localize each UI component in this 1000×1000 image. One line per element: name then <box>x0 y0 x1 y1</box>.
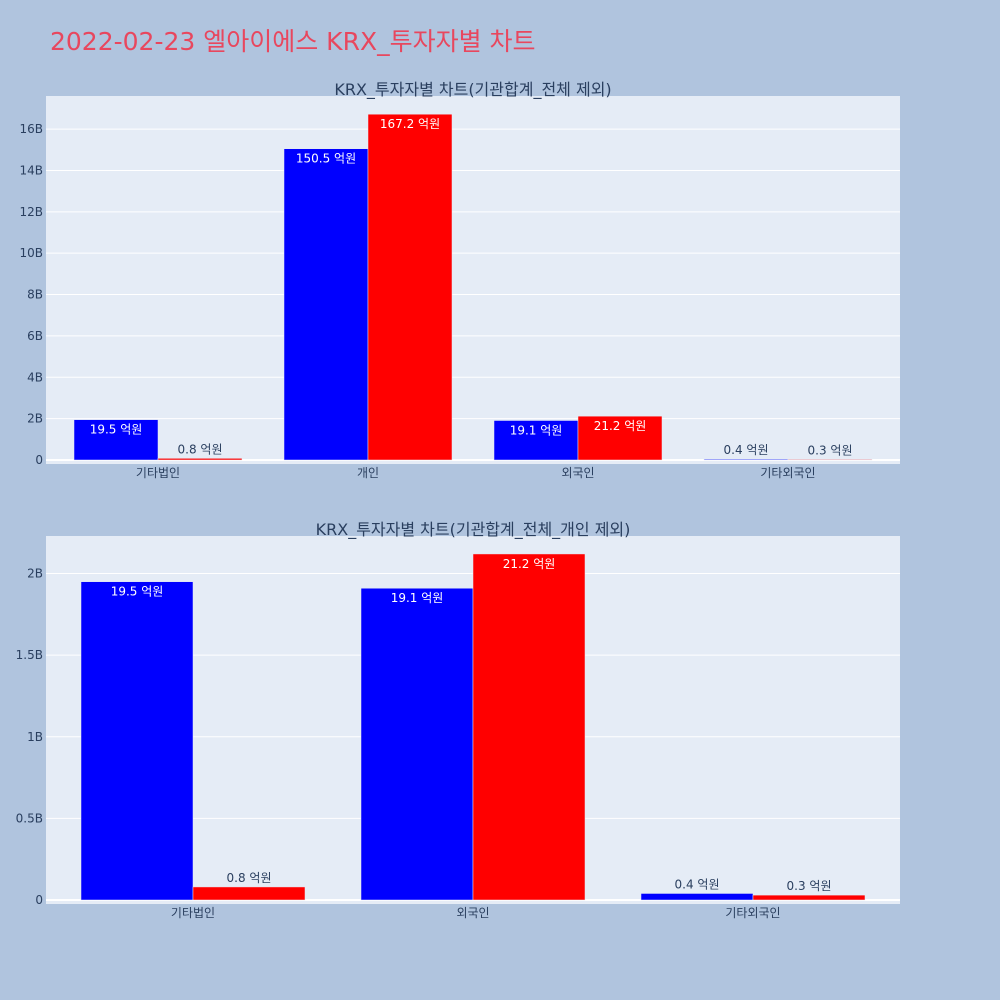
chart-top-ytick-label: 10B <box>19 246 43 260</box>
chart-top-ytick-label: 4B <box>27 370 43 384</box>
chart-bottom-bar <box>192 886 306 901</box>
chart-top-ytick-label: 8B <box>27 288 43 302</box>
chart-bottom-data-label: 19.1 억원 <box>391 591 444 605</box>
chart-top-ytick-label: 16B <box>19 122 43 136</box>
chart-bottom-bar <box>752 894 866 901</box>
chart-bottom-data-label: 0.3 억원 <box>787 879 832 893</box>
chart-bottom-data-label: 0.4 억원 <box>675 877 720 891</box>
chart-top-bar <box>703 458 789 461</box>
chart-bottom-title: KRX_투자자별 차트(기관합계_전체_개인 제외) <box>316 520 631 540</box>
chart-top-ytick-label: 6B <box>27 329 43 343</box>
chart-top-bar <box>577 415 663 461</box>
chart-bottom-bar <box>472 553 586 901</box>
chart-bottom-bar <box>640 893 754 901</box>
chart-bottom-data-label: 19.5 억원 <box>111 585 164 599</box>
chart-top-bar <box>787 459 873 461</box>
chart-top-data-label: 19.5 억원 <box>90 423 143 437</box>
chart-bottom-ytick-label: 1.5B <box>16 648 43 662</box>
chart-top-data-label: 0.4 억원 <box>724 443 769 457</box>
chart-top-data-label: 150.5 억원 <box>296 152 356 166</box>
chart-bottom-data-label: 0.8 억원 <box>227 871 272 885</box>
chart-bottom-ytick-label: 1B <box>27 730 43 744</box>
chart-bottom: KRX_투자자별 차트(기관합계_전체_개인 제외) 0 0.5B 1B 1.5B 2B… <box>16 520 900 920</box>
chart-top-bar <box>157 458 243 461</box>
chart-top-data-label: 167.2 억원 <box>380 117 440 131</box>
chart-bottom-ytick-label: 2B <box>27 567 43 581</box>
chart-top-ytick-label: 12B <box>19 205 43 219</box>
chart-top-bar <box>493 420 579 461</box>
chart-top-data-label: 19.1 억원 <box>510 423 563 437</box>
page-title: 2022-02-23 엘아이에스 KRX_투자자별 차트 <box>50 27 536 56</box>
chart-top-xtick-label: 개인 <box>357 466 379 480</box>
chart-bottom-xtick-label: 외국인 <box>456 906 489 920</box>
chart-top-data-label: 0.3 억원 <box>808 443 853 457</box>
chart-top-plot-area <box>46 96 900 464</box>
chart-bottom-ytick-label: 0 <box>35 893 43 907</box>
chart-top-ytick-label: 14B <box>19 163 43 177</box>
chart-top-ytick-label: 0 <box>35 453 43 467</box>
chart-top-bar <box>73 419 159 461</box>
chart-top-data-label: 21.2 억원 <box>594 419 647 433</box>
chart-top-bar <box>283 148 369 461</box>
chart-top-xtick-label: 기타법인 <box>136 466 180 480</box>
chart-top-data-label: 0.8 억원 <box>178 442 223 456</box>
chart-bottom-data-label: 21.2 억원 <box>503 557 556 571</box>
chart-top-ytick-label: 2B <box>27 412 43 426</box>
chart-bottom-xtick-label: 기타외국인 <box>725 906 780 920</box>
chart-top-xtick-label: 외국인 <box>561 466 594 480</box>
chart-bottom-bar <box>360 587 474 901</box>
chart-top-xtick-label: 기타외국인 <box>760 466 815 480</box>
chart-bottom-bar <box>80 581 194 901</box>
chart-bottom-xtick-label: 기타법인 <box>171 906 215 920</box>
chart-top: KRX_투자자별 차트(기관합계_전체 제외) 0 2B 4B 6B 8B 10B 12B 1… <box>19 80 900 480</box>
chart-bottom-ytick-label: 0.5B <box>16 811 43 825</box>
chart-top-bar <box>367 113 453 461</box>
chart-top-title: KRX_투자자별 차트(기관합계_전체 제외) <box>334 80 611 100</box>
